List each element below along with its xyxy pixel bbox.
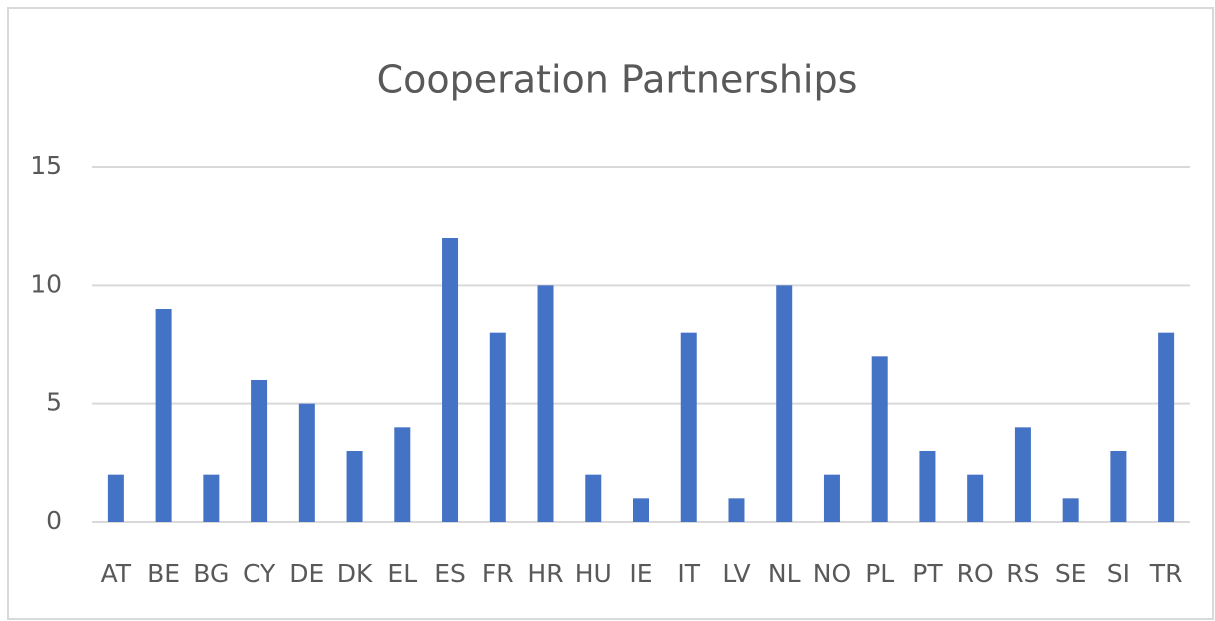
bar <box>346 451 363 522</box>
x-tick-label: EL <box>387 559 417 588</box>
x-tick-label: RO <box>957 559 994 588</box>
y-tick-label: 0 <box>46 506 62 535</box>
bar <box>394 427 411 522</box>
x-tick-label: BG <box>193 559 229 588</box>
x-tick-label: FR <box>482 559 514 588</box>
x-tick-label: TR <box>1149 559 1183 588</box>
bar <box>1110 451 1127 522</box>
x-tick-label: HR <box>527 559 563 588</box>
x-tick-label: IT <box>677 559 700 588</box>
bar <box>728 498 745 522</box>
x-tick-label: SE <box>1055 559 1087 588</box>
bar <box>155 309 172 522</box>
bar <box>251 380 268 522</box>
x-tick-label: AT <box>101 559 132 588</box>
bar <box>1062 498 1079 522</box>
bar <box>919 451 936 522</box>
bar <box>298 403 315 522</box>
bar <box>442 238 459 522</box>
bar <box>871 356 888 522</box>
x-tick-label: LV <box>722 559 750 588</box>
bar <box>1158 332 1175 522</box>
x-tick-label: PT <box>912 559 943 588</box>
x-tick-label: ES <box>434 559 466 588</box>
x-tick-label: SI <box>1107 559 1130 588</box>
y-tick-label: 5 <box>46 388 62 417</box>
chart-title: Cooperation Partnerships <box>377 58 858 102</box>
x-tick-label: CY <box>243 559 276 588</box>
bar <box>680 332 697 522</box>
x-tick-label: DK <box>337 559 373 588</box>
bar <box>633 498 649 522</box>
y-tick-label: 15 <box>30 151 62 180</box>
x-tick-label: RS <box>1006 559 1039 588</box>
x-tick-label: BE <box>147 559 180 588</box>
bar <box>537 285 554 522</box>
x-tick-label: HU <box>575 559 612 588</box>
x-tick-label: NO <box>813 559 851 588</box>
x-tick-label: PL <box>865 559 894 588</box>
x-tick-label: IE <box>629 559 652 588</box>
bar <box>203 474 220 522</box>
y-tick-label: 10 <box>30 269 62 298</box>
bar <box>107 474 124 522</box>
bar <box>776 285 793 522</box>
bar <box>489 332 506 522</box>
bar <box>967 474 984 522</box>
bar <box>585 474 602 522</box>
bar <box>823 474 840 522</box>
bar <box>1014 427 1031 522</box>
x-tick-label: NL <box>768 559 801 588</box>
x-tick-label: DE <box>289 559 324 588</box>
